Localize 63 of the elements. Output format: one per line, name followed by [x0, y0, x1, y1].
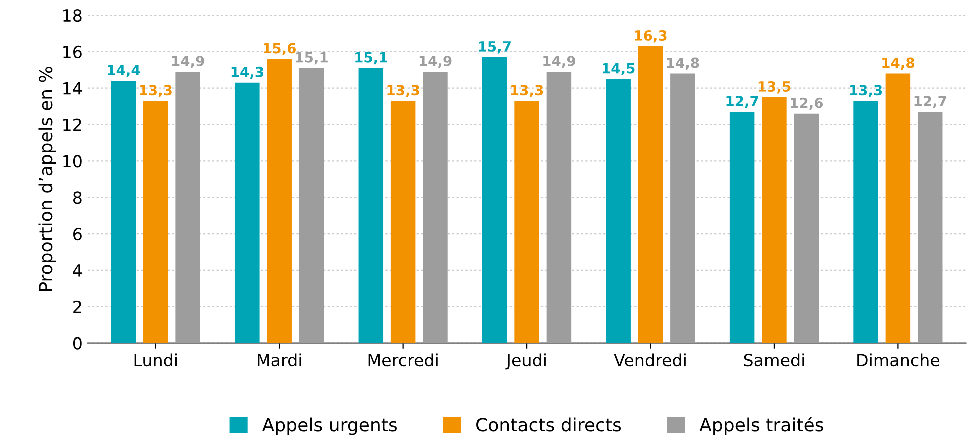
- bar: [299, 68, 324, 344]
- data-label: 15,6: [264, 43, 296, 56]
- data-label: 15,1: [356, 52, 388, 65]
- bar: [482, 57, 508, 344]
- data-label: 13,3: [140, 85, 172, 98]
- bar: [546, 72, 572, 344]
- x-tick-label: Jeudi: [506, 354, 546, 370]
- y-tick-label: 12: [64, 118, 82, 132]
- x-tick-label: Dimanche: [858, 354, 940, 367]
- y-tick-label: 4: [73, 264, 82, 277]
- data-label: 14,8: [667, 58, 700, 70]
- bar: [176, 72, 200, 344]
- data-label: 14,4: [108, 65, 140, 78]
- data-label: 15,7: [479, 42, 511, 54]
- data-label: 13,3: [511, 85, 544, 98]
- data-label: 14,9: [420, 56, 452, 68]
- bar: [918, 112, 943, 344]
- data-label: 14,5: [603, 63, 635, 76]
- data-label: 13,3: [850, 85, 882, 98]
- bar: [390, 101, 416, 344]
- y-tick-label: 6: [74, 228, 82, 241]
- bar: [638, 46, 664, 344]
- bar: [267, 59, 292, 344]
- data-label: 13,5: [758, 81, 791, 94]
- data-label: 12,7: [914, 96, 946, 108]
- bar: [235, 82, 260, 344]
- bar: [794, 114, 820, 344]
- bar: [423, 72, 448, 344]
- bar: [606, 79, 631, 344]
- bar: [730, 112, 755, 344]
- bar: [762, 97, 787, 344]
- data-label: 14,9: [172, 56, 204, 68]
- x-tick-label: Samedi: [744, 354, 804, 367]
- x-tick-label: Lundi: [134, 354, 177, 367]
- y-tick-label: 18: [64, 9, 82, 22]
- data-label: 13,3: [388, 85, 420, 98]
- bar: [886, 74, 911, 344]
- x-tick-label: Mardi: [258, 354, 302, 367]
- data-label: 14,3: [232, 66, 264, 80]
- y-tick-label: 0: [73, 337, 82, 350]
- y-tick-label: 16: [64, 46, 82, 58]
- data-label: 14,9: [544, 56, 576, 68]
- bar: [144, 101, 168, 344]
- y-tick-label: 2: [74, 300, 82, 314]
- y-axis-title: Proportion d’appels en %: [38, 67, 56, 292]
- y-tick-label: 8: [74, 192, 82, 204]
- legend-label: Contacts directs: [476, 418, 622, 432]
- legend-label: Appels traités: [700, 417, 824, 436]
- bar: [514, 101, 540, 344]
- data-label: 16,3: [635, 30, 667, 43]
- y-tick-label: 14: [64, 82, 82, 95]
- data-label: 12,7: [726, 96, 758, 108]
- x-tick-label: Vendredi: [614, 354, 686, 367]
- data-label: 12,6: [791, 98, 824, 110]
- bar: [854, 101, 878, 344]
- data-label: 14,8: [882, 58, 914, 70]
- legend-label: Appels urgents: [262, 418, 397, 436]
- bar: [670, 74, 696, 344]
- bar: [111, 81, 136, 344]
- data-label: 15,1: [296, 52, 328, 65]
- x-tick-label: Mercredi: [368, 354, 438, 367]
- bar: [358, 68, 384, 344]
- y-tick-label: 10: [64, 155, 82, 168]
